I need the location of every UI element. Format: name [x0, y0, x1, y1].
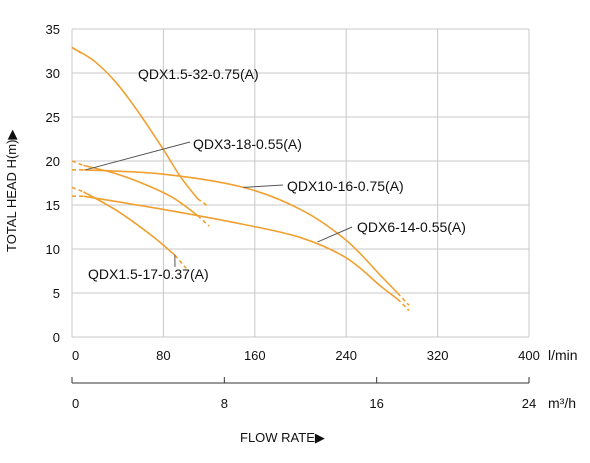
- leader-line: [317, 226, 353, 243]
- x-tick-label: 160: [244, 348, 266, 363]
- y-tick-label: 35: [46, 22, 60, 37]
- curve-dashed-start: [71, 46, 84, 56]
- x-unit-lmin: l/min: [548, 347, 578, 363]
- curve-label: QDX10-16-0.75(A): [287, 178, 404, 194]
- curve-dashed-start: [71, 186, 84, 193]
- x-tick-label: 400: [518, 348, 540, 363]
- y-tick-label: 15: [46, 198, 60, 213]
- x-tick-label: 320: [427, 348, 449, 363]
- x2-tick-label: 0: [72, 396, 79, 411]
- x2-tick-label: 24: [522, 396, 536, 411]
- grid-lines: [71, 28, 530, 338]
- x-tick-label: 240: [335, 348, 357, 363]
- x-tick-labels: 0 80 160 240 320 400: [72, 348, 540, 363]
- curve-dashed-end: [197, 198, 210, 208]
- curve-QDX6-14-0.55(A): [83, 195, 399, 300]
- curve-dashed-end: [397, 298, 410, 312]
- y-tick-label: 25: [46, 110, 60, 125]
- curve-label: QDX6-14-0.55(A): [357, 219, 466, 235]
- x-tick-label: 0: [72, 348, 79, 363]
- y-tick-label: 5: [53, 286, 60, 301]
- leader-line: [243, 184, 284, 188]
- curve-labels: QDX1.5-32-0.75(A) QDX3-18-0.55(A) QDX10-16…: [88, 66, 466, 282]
- curve-label: QDX3-18-0.55(A): [193, 136, 302, 152]
- y-tick-label: 20: [46, 154, 60, 169]
- pump-curves: [71, 46, 410, 312]
- curve-dashed-end: [174, 254, 187, 269]
- x-tick-label: 80: [156, 348, 170, 363]
- y-tick-label: 10: [46, 242, 60, 257]
- y-axis-title: TOTAL HEAD H(m)▶: [4, 130, 19, 252]
- curve-dashed-end: [397, 292, 410, 306]
- curve-label: QDX1.5-32-0.75(A): [138, 66, 259, 82]
- curve-dashed-end: [197, 214, 210, 227]
- curve-dashed-start: [71, 160, 84, 167]
- y-tick-labels: 0 5 10 15 20 25 30 35: [46, 22, 60, 345]
- y-tick-label: 30: [46, 66, 60, 81]
- x2-tick-label: 16: [369, 396, 383, 411]
- leader-line: [85, 141, 191, 171]
- secondary-x-axis: 0 8 16 24: [71, 377, 536, 411]
- curve-QDX1.5-17-0.37(A): [83, 191, 176, 256]
- x-axis-title: FLOW RATE▶: [240, 430, 325, 445]
- curve-label: QDX1.5-17-0.37(A): [88, 266, 209, 282]
- x2-tick-label: 8: [221, 396, 228, 411]
- y-tick-label: 0: [53, 330, 60, 345]
- curve-QDX10-16-0.75(A): [83, 169, 399, 294]
- x-unit-m3h: m³/h: [548, 395, 576, 411]
- annotation-leaders: [85, 141, 353, 268]
